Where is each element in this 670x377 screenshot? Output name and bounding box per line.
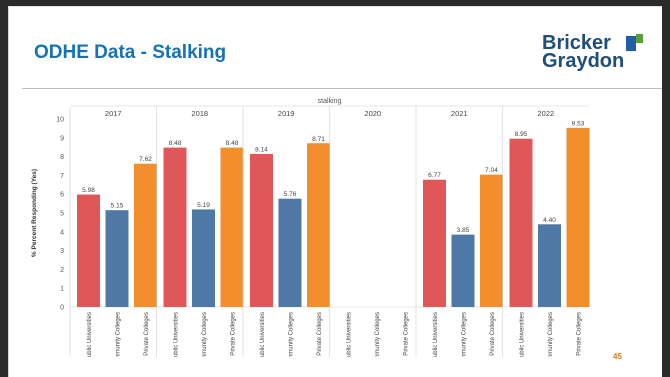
bar-value-label: 8.48 xyxy=(169,140,182,147)
bar xyxy=(278,198,302,307)
x-category-label: Public Universities xyxy=(520,312,526,357)
bar xyxy=(451,234,475,307)
slide-title: ODHE Data - Stalking xyxy=(34,42,227,63)
bar xyxy=(250,153,273,307)
logo-line-1: Bricker xyxy=(542,32,611,54)
bar xyxy=(220,147,244,307)
x-category-label: Community Colleges xyxy=(289,312,295,357)
y-tick-label: 8 xyxy=(60,154,64,161)
bar-value-label: 8.48 xyxy=(226,140,239,147)
x-category-label: Private Colleges xyxy=(317,312,323,356)
y-tick-label: 10 xyxy=(56,117,64,124)
y-tick-label: 6 xyxy=(60,192,64,199)
y-tick-label: 0 xyxy=(60,305,64,312)
bar-value-label: 9.53 xyxy=(572,120,585,127)
logo-line-2: Graydon xyxy=(542,50,625,72)
panel-year-label: 2018 xyxy=(191,109,208,118)
bar-value-label: 3.85 xyxy=(457,227,470,234)
x-category-label: Private Colleges xyxy=(144,312,150,356)
x-category-label: Private Colleges xyxy=(404,312,410,356)
panel-year-label: 2021 xyxy=(451,109,468,118)
bar xyxy=(566,127,590,307)
x-category-label: Community Colleges xyxy=(375,312,381,357)
x-category-label: Public Universities xyxy=(260,312,266,357)
x-category-label: Private Colleges xyxy=(577,312,583,356)
panel-year-label: 2022 xyxy=(537,109,554,118)
bar-value-label: 4.40 xyxy=(543,217,556,224)
slide xyxy=(8,6,662,377)
x-category-label: Private Colleges xyxy=(490,312,496,356)
bar-value-label: 7.62 xyxy=(139,156,152,163)
x-category-label: Community Colleges xyxy=(116,312,122,357)
y-tick-label: 7 xyxy=(60,173,64,180)
logo-mark-icon xyxy=(626,34,643,51)
bar xyxy=(105,210,129,307)
y-tick-label: 3 xyxy=(60,248,64,255)
panel-year-label: 2017 xyxy=(105,109,122,118)
y-tick-label: 4 xyxy=(60,229,64,236)
y-tick-label: 9 xyxy=(60,135,64,142)
bar-value-label: 8.95 xyxy=(515,131,528,138)
x-category-label: Community Colleges xyxy=(548,312,554,357)
bar xyxy=(480,174,503,307)
bar xyxy=(192,209,215,307)
x-category-label: Community Colleges xyxy=(462,312,468,357)
panel-year-label: 2019 xyxy=(278,109,295,118)
x-category-label: Public Universities xyxy=(174,312,180,357)
bar xyxy=(163,147,187,307)
x-category-label: Community Colleges xyxy=(202,312,208,357)
bar-value-label: 8.71 xyxy=(312,136,325,143)
bar xyxy=(538,224,561,307)
y-tick-label: 1 xyxy=(60,286,64,293)
x-category-label: Public Universities xyxy=(87,312,93,357)
stalking-chart: stalking % Percent Responding (Yes) 0 1 2 3 4 5… xyxy=(31,98,590,357)
bar-value-label: 5.15 xyxy=(111,203,124,210)
bricker-graydon-logo: Bricker Graydon xyxy=(532,32,652,76)
y-axis-label: % Percent Responding (Yes) xyxy=(31,169,38,257)
bar-value-label: 7.04 xyxy=(485,167,498,174)
title-divider xyxy=(22,88,662,89)
bar-value-label: 5.19 xyxy=(197,202,210,209)
x-category-label: Public Universities xyxy=(433,312,439,357)
y-tick-label: 5 xyxy=(60,211,64,218)
bar-value-label: 5.76 xyxy=(284,191,297,198)
x-category-label: Public Universities xyxy=(347,312,353,357)
panel-year-label: 2020 xyxy=(364,109,381,118)
page-number: 45 xyxy=(613,352,622,361)
bar xyxy=(307,143,330,307)
bar xyxy=(423,179,446,307)
bar-value-label: 6.77 xyxy=(428,172,441,179)
chart-title: stalking xyxy=(318,98,342,105)
bar xyxy=(77,194,100,307)
bar-value-label: 8.14 xyxy=(255,146,268,153)
bar-value-label: 5.98 xyxy=(82,187,95,194)
bar xyxy=(134,163,157,307)
bar xyxy=(509,138,533,307)
x-category-label: Private Colleges xyxy=(231,312,237,356)
y-tick-label: 2 xyxy=(60,267,64,274)
